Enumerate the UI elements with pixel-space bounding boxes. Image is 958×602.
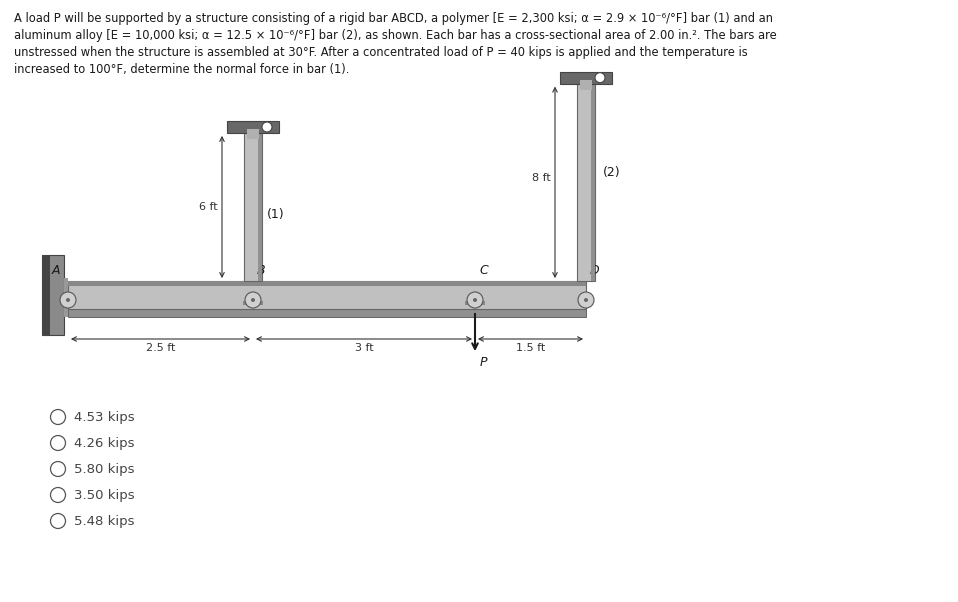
Bar — [227, 121, 279, 133]
Text: 6 ft: 6 ft — [199, 202, 218, 212]
Bar — [258, 133, 262, 281]
Text: 5.48 kips: 5.48 kips — [74, 515, 134, 527]
Text: 4.53 kips: 4.53 kips — [74, 411, 135, 423]
Text: 4.26 kips: 4.26 kips — [74, 436, 134, 450]
Bar — [465, 301, 485, 305]
Bar — [577, 84, 595, 281]
Circle shape — [251, 298, 255, 302]
Bar — [591, 84, 595, 281]
Text: P: P — [480, 356, 488, 369]
Bar — [68, 281, 586, 309]
Text: 5.80 kips: 5.80 kips — [74, 462, 134, 476]
Text: 8 ft: 8 ft — [533, 173, 551, 184]
Bar — [560, 72, 612, 84]
Circle shape — [51, 514, 65, 529]
Circle shape — [51, 462, 65, 477]
Bar — [42, 255, 64, 335]
Text: 2.5 ft: 2.5 ft — [146, 343, 175, 353]
Circle shape — [60, 292, 76, 308]
Circle shape — [595, 73, 605, 82]
Text: D: D — [590, 264, 600, 277]
Bar — [68, 281, 586, 286]
Text: unstressed when the structure is assembled at 30°F. After a concentrated load of: unstressed when the structure is assembl… — [14, 46, 748, 59]
Bar — [247, 129, 259, 139]
Text: 3.50 kips: 3.50 kips — [74, 488, 135, 501]
Circle shape — [245, 292, 261, 308]
Text: increased to 100°F, determine the normal force in bar (1).: increased to 100°F, determine the normal… — [14, 63, 350, 76]
Bar — [42, 255, 50, 335]
Text: aluminum alloy [E = 10,000 ksi; α = 12.5 × 10⁻⁶/°F] bar (2), as shown. Each bar : aluminum alloy [E = 10,000 ksi; α = 12.5… — [14, 29, 777, 42]
Bar — [244, 133, 262, 281]
Text: C: C — [479, 264, 488, 277]
Text: (2): (2) — [603, 166, 621, 179]
Text: (1): (1) — [267, 208, 285, 221]
Circle shape — [51, 409, 65, 424]
Circle shape — [51, 435, 65, 450]
Text: 3 ft: 3 ft — [354, 343, 374, 353]
Bar — [64, 278, 68, 317]
Circle shape — [51, 488, 65, 503]
Text: A: A — [52, 264, 60, 277]
Bar — [68, 307, 586, 317]
Circle shape — [473, 298, 477, 302]
Circle shape — [584, 298, 588, 302]
Text: B: B — [257, 264, 265, 277]
Text: 1.5 ft: 1.5 ft — [515, 343, 545, 353]
Circle shape — [467, 292, 483, 308]
Circle shape — [66, 298, 70, 302]
Bar — [580, 79, 592, 90]
Circle shape — [262, 122, 272, 132]
Text: A load P will be supported by a structure consisting of a rigid bar ABCD, a poly: A load P will be supported by a structur… — [14, 12, 773, 25]
Circle shape — [578, 292, 594, 308]
Bar — [243, 301, 263, 305]
